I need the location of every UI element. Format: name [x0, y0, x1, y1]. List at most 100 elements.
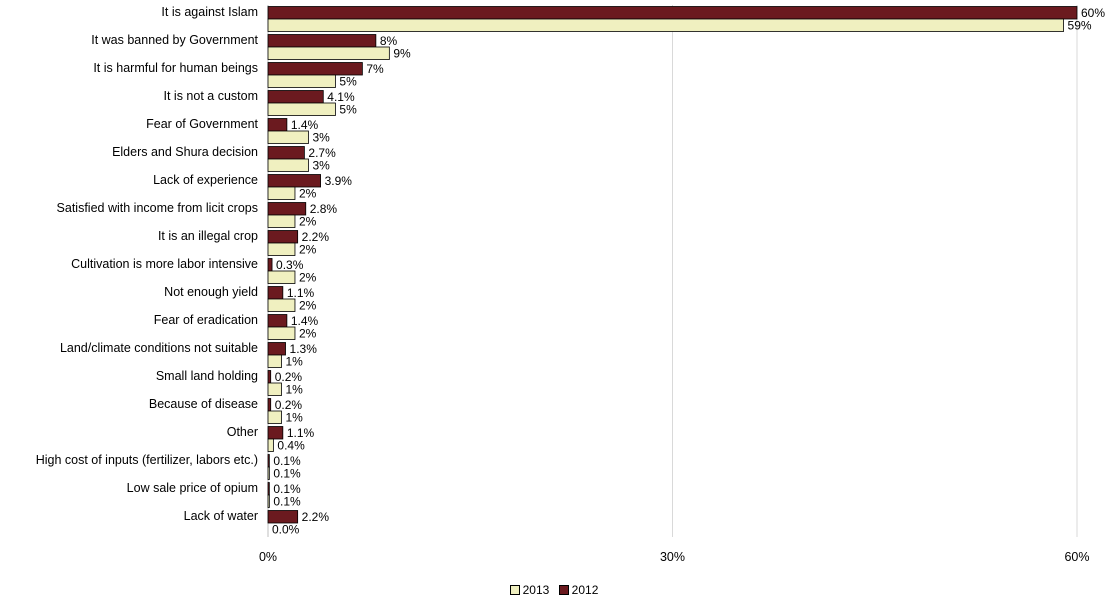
legend-swatch-2013 — [509, 585, 520, 595]
value-label-2013-it-is-harmful-for-human-beings: 5% — [339, 75, 357, 89]
category-label-small-land-holding: Small land holding — [156, 369, 258, 383]
x-axis-ticks: 0% 30% 60% — [259, 550, 1090, 564]
bar-2013-low-sale-price-of-opium — [267, 494, 270, 508]
value-label-2012-lack-of-water: 2.2% — [302, 510, 330, 524]
value-label-2012-it-is-harmful-for-human-beings: 7% — [366, 62, 384, 76]
bar-2012-because-of-disease — [267, 398, 272, 412]
bar-2013-small-land-holding — [267, 382, 282, 396]
value-label-2012-it-is-not-a-custom: 4.1% — [327, 90, 355, 104]
bar-2013-it-was-banned-by-government — [267, 46, 390, 60]
legend-item-2012: 2012 — [558, 583, 599, 597]
bar-chart: 60%59%8%9%7%5%4.1%5%1.4%3%2.7%3%3.9%2%2.… — [36, 5, 1105, 564]
value-label-2012-fear-of-eradication: 1.4% — [291, 314, 319, 328]
bar-2013-it-is-against-islam — [267, 18, 1064, 32]
bar-2013-land-climate-conditions-not-suitable — [267, 354, 282, 368]
value-label-2013-high-cost-of-inputs-fertilizer-labors-etc: 0.1% — [273, 467, 301, 481]
x-tick-label-30: 30% — [660, 550, 685, 564]
legend-swatch-2012 — [558, 585, 569, 595]
bar-2012-not-enough-yield — [267, 286, 284, 300]
value-label-2012-satisfied-with-income-from-licit-crops: 2.8% — [310, 202, 338, 216]
bar-2013-elders-and-shura-decision — [267, 158, 309, 172]
value-label-2013-because-of-disease: 1% — [285, 411, 303, 425]
bar-2013-satisfied-with-income-from-licit-crops — [267, 214, 296, 228]
value-label-2013-cultivation-is-more-labor-intensive: 2% — [299, 271, 317, 285]
value-label-2013-it-is-against-islam: 59% — [1068, 19, 1092, 33]
bar-2013-not-enough-yield — [267, 298, 296, 312]
category-label-it-is-not-a-custom: It is not a custom — [164, 89, 258, 103]
value-label-2012-it-is-an-illegal-crop: 2.2% — [302, 230, 330, 244]
value-label-2012-high-cost-of-inputs-fertilizer-labors-etc: 0.1% — [273, 454, 301, 468]
category-label-it-is-an-illegal-crop: It is an illegal crop — [158, 229, 258, 243]
value-label-2012-cultivation-is-more-labor-intensive: 0.3% — [276, 258, 304, 272]
bar-2012-small-land-holding — [267, 370, 272, 384]
bar-2013-high-cost-of-inputs-fertilizer-labors-etc — [267, 466, 270, 480]
bar-2012-lack-of-water — [267, 510, 299, 524]
value-label-2013-it-is-an-illegal-crop: 2% — [299, 243, 317, 257]
value-label-2012-not-enough-yield: 1.1% — [287, 286, 315, 300]
value-label-2013-fear-of-government: 3% — [312, 131, 330, 145]
legend-label-2013: 2013 — [522, 583, 550, 597]
category-label-cultivation-is-more-labor-intensive: Cultivation is more labor intensive — [71, 257, 258, 271]
category-label-elders-and-shura-decision: Elders and Shura decision — [112, 145, 258, 159]
category-label-fear-of-government: Fear of Government — [146, 117, 258, 131]
category-label-because-of-disease: Because of disease — [149, 397, 258, 411]
bar-2012-cultivation-is-more-labor-intensive — [267, 258, 273, 272]
bar-2012-land-climate-conditions-not-suitable — [267, 342, 286, 356]
category-label-lack-of-experience: Lack of experience — [153, 173, 258, 187]
bar-2012-it-was-banned-by-government — [267, 34, 377, 48]
category-label-land-climate-conditions-not-suitable: Land/climate conditions not suitable — [60, 341, 258, 355]
value-label-2013-small-land-holding: 1% — [285, 383, 303, 397]
value-label-2012-it-is-against-islam: 60% — [1081, 6, 1105, 20]
category-labels: It is against Islam It was banned by Gove… — [36, 5, 259, 523]
bar-2013-fear-of-eradication — [267, 326, 296, 340]
value-label-2013-satisfied-with-income-from-licit-crops: 2% — [299, 215, 317, 229]
value-label-2013-other: 0.4% — [277, 439, 305, 453]
value-label-2012-elders-and-shura-decision: 2.7% — [308, 146, 336, 160]
bar-2013-lack-of-experience — [267, 186, 296, 200]
x-tick-label-60: 60% — [1064, 550, 1089, 564]
category-label-high-cost-of-inputs-fertilizer-labors-etc: High cost of inputs (fertilizer, labors … — [36, 453, 258, 467]
bar-layer: 60%59%8%9%7%5%4.1%5%1.4%3%2.7%3%3.9%2%2.… — [267, 6, 1105, 537]
legend-label-2012: 2012 — [571, 583, 599, 597]
bar-2013-it-is-harmful-for-human-beings — [267, 74, 336, 88]
value-label-2013-fear-of-eradication: 2% — [299, 327, 317, 341]
bar-2012-it-is-not-a-custom — [267, 90, 324, 104]
bar-2012-other — [267, 426, 284, 440]
category-label-satisfied-with-income-from-licit-crops: Satisfied with income from licit crops — [57, 201, 258, 215]
value-label-2012-other: 1.1% — [287, 426, 315, 440]
value-label-2012-fear-of-government: 1.4% — [291, 118, 319, 132]
legend: 2013 2012 — [0, 583, 1108, 598]
bar-2012-it-is-an-illegal-crop — [267, 230, 299, 244]
category-label-low-sale-price-of-opium: Low sale price of opium — [127, 481, 258, 495]
category-label-it-is-harmful-for-human-beings: It is harmful for human beings — [93, 61, 258, 75]
value-label-2012-it-was-banned-by-government: 8% — [380, 34, 398, 48]
bar-2012-fear-of-government — [267, 118, 288, 132]
bar-2012-high-cost-of-inputs-fertilizer-labors-etc — [267, 454, 270, 468]
bar-2012-low-sale-price-of-opium — [267, 482, 270, 496]
category-label-fear-of-eradication: Fear of eradication — [154, 313, 258, 327]
bar-2013-it-is-an-illegal-crop — [267, 242, 296, 256]
value-label-2012-low-sale-price-of-opium: 0.1% — [273, 482, 301, 496]
value-label-2012-small-land-holding: 0.2% — [275, 370, 303, 384]
bar-2013-because-of-disease — [267, 410, 282, 424]
value-label-2013-land-climate-conditions-not-suitable: 1% — [285, 355, 303, 369]
bar-2013-other — [267, 438, 274, 452]
bar-2012-fear-of-eradication — [267, 314, 288, 328]
bar-2013-cultivation-is-more-labor-intensive — [267, 270, 296, 284]
grid-layer — [267, 5, 1078, 537]
value-label-2013-low-sale-price-of-opium: 0.1% — [273, 495, 301, 509]
category-label-other: Other — [227, 425, 258, 439]
bar-2012-it-is-against-islam — [267, 6, 1078, 20]
value-label-2013-elders-and-shura-decision: 3% — [312, 159, 330, 173]
value-label-2012-lack-of-experience: 3.9% — [325, 174, 353, 188]
category-label-lack-of-water: Lack of water — [184, 509, 258, 523]
value-label-2013-it-was-banned-by-government: 9% — [393, 47, 411, 61]
legend-item-2013: 2013 — [509, 583, 550, 597]
value-label-2012-land-climate-conditions-not-suitable: 1.3% — [290, 342, 318, 356]
value-label-2012-because-of-disease: 0.2% — [275, 398, 303, 412]
bar-2013-fear-of-government — [267, 130, 309, 144]
category-label-not-enough-yield: Not enough yield — [164, 285, 258, 299]
category-label-it-is-against-islam: It is against Islam — [161, 5, 258, 19]
value-label-2013-not-enough-yield: 2% — [299, 299, 317, 313]
value-label-2013-it-is-not-a-custom: 5% — [339, 103, 357, 117]
